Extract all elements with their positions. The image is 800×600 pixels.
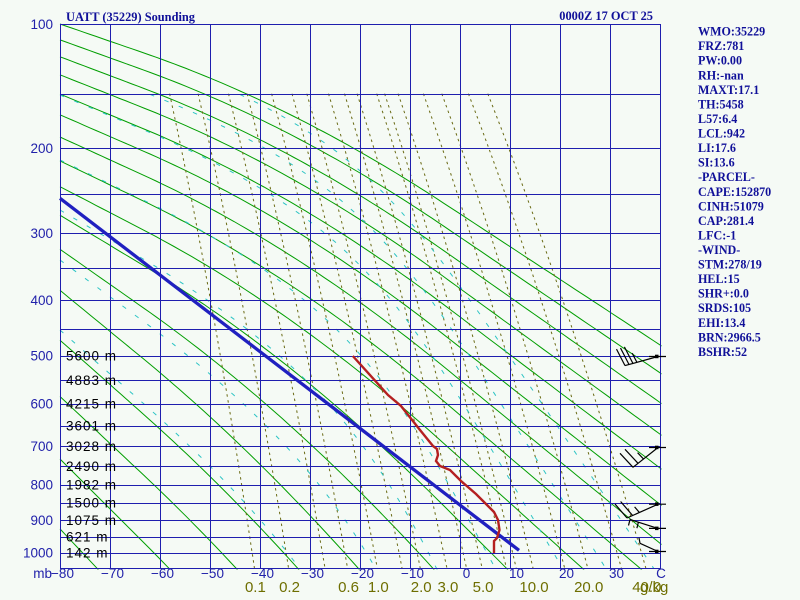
svg-text:EHI:13.4: EHI:13.4 xyxy=(698,316,745,330)
svg-text:3.0: 3.0 xyxy=(437,579,458,596)
svg-text:SHR+:0.0: SHR+:0.0 xyxy=(698,287,749,301)
svg-text:SI:13.6: SI:13.6 xyxy=(698,156,735,170)
svg-text:2490 m: 2490 m xyxy=(66,459,117,474)
svg-text:FRZ:781: FRZ:781 xyxy=(698,39,744,53)
svg-text:-WIND-: -WIND- xyxy=(698,243,740,257)
svg-text:C: C xyxy=(656,566,666,581)
svg-text:142 m: 142 m xyxy=(66,545,109,560)
svg-text:0: 0 xyxy=(463,566,471,581)
svg-text:PW:0.00: PW:0.00 xyxy=(698,54,742,68)
svg-text:10.0: 10.0 xyxy=(519,579,548,596)
svg-text:30: 30 xyxy=(609,566,624,581)
svg-text:RH:-nan: RH:-nan xyxy=(698,68,744,82)
svg-text:3028 m: 3028 m xyxy=(66,439,117,454)
svg-text:BSHR:52: BSHR:52 xyxy=(698,345,747,359)
svg-text:−60: −60 xyxy=(151,566,174,581)
svg-text:3601 m: 3601 m xyxy=(66,418,117,433)
svg-text:CAP:281.4: CAP:281.4 xyxy=(698,214,754,228)
svg-text:−40: −40 xyxy=(251,566,274,581)
svg-text:WMO:35229: WMO:35229 xyxy=(698,25,765,39)
svg-text:1000: 1000 xyxy=(23,545,53,560)
svg-text:1982 m: 1982 m xyxy=(66,478,117,493)
svg-text:500: 500 xyxy=(30,348,53,363)
svg-text:-PARCEL-: -PARCEL- xyxy=(698,170,755,184)
svg-text:5.0: 5.0 xyxy=(473,579,494,596)
svg-text:−30: −30 xyxy=(301,566,324,581)
svg-text:20.0: 20.0 xyxy=(574,579,603,596)
svg-text:LFC:-1: LFC:-1 xyxy=(698,228,736,242)
svg-text:4215 m: 4215 m xyxy=(66,396,117,411)
svg-text:300: 300 xyxy=(30,226,53,241)
svg-text:1500 m: 1500 m xyxy=(66,496,117,511)
svg-text:LCL:942: LCL:942 xyxy=(698,127,745,141)
svg-text:L57:6.4: L57:6.4 xyxy=(698,112,737,126)
svg-text:40.0: 40.0 xyxy=(632,579,661,596)
svg-text:100: 100 xyxy=(30,17,53,32)
svg-text:10: 10 xyxy=(509,566,524,581)
svg-text:−20: −20 xyxy=(351,566,374,581)
svg-text:1.0: 1.0 xyxy=(368,579,389,596)
svg-text:MAXT:17.1: MAXT:17.1 xyxy=(698,83,759,97)
svg-text:800: 800 xyxy=(30,478,53,493)
svg-text:0.1: 0.1 xyxy=(245,579,266,596)
svg-text:700: 700 xyxy=(30,439,53,454)
svg-text:LI:17.6: LI:17.6 xyxy=(698,141,736,155)
svg-text:CINH:51079: CINH:51079 xyxy=(698,199,764,213)
svg-text:600: 600 xyxy=(30,396,53,411)
svg-text:HEL:15: HEL:15 xyxy=(698,272,740,286)
svg-text:TH:5458: TH:5458 xyxy=(698,97,744,111)
svg-text:STM:278/19: STM:278/19 xyxy=(698,258,762,272)
svg-text:−50: −50 xyxy=(201,566,224,581)
svg-text:621 m: 621 m xyxy=(66,529,109,544)
svg-text:4883 m: 4883 m xyxy=(66,373,117,388)
svg-text:2.0: 2.0 xyxy=(411,579,432,596)
svg-text:200: 200 xyxy=(30,141,53,156)
svg-text:0.6: 0.6 xyxy=(338,579,359,596)
svg-text:CAPE:152870: CAPE:152870 xyxy=(698,185,771,199)
svg-text:−70: −70 xyxy=(101,566,124,581)
svg-text:−80: −80 xyxy=(51,566,74,581)
svg-text:400: 400 xyxy=(30,293,53,308)
svg-text:BRN:2966.5: BRN:2966.5 xyxy=(698,330,761,344)
svg-text:mb: mb xyxy=(33,566,52,581)
svg-text:900: 900 xyxy=(30,513,53,528)
svg-text:SRDS:105: SRDS:105 xyxy=(698,301,751,315)
svg-text:UATT (35229) Sounding: UATT (35229) Sounding xyxy=(66,10,196,24)
svg-text:0000Z 17 OCT 25: 0000Z 17 OCT 25 xyxy=(559,9,653,23)
svg-text:20: 20 xyxy=(559,566,574,581)
svg-text:−10: −10 xyxy=(401,566,424,581)
svg-text:5600 m: 5600 m xyxy=(66,348,117,363)
svg-text:g/kg: g/kg xyxy=(640,579,668,596)
svg-text:1075 m: 1075 m xyxy=(66,513,117,528)
svg-text:0.2: 0.2 xyxy=(279,579,300,596)
